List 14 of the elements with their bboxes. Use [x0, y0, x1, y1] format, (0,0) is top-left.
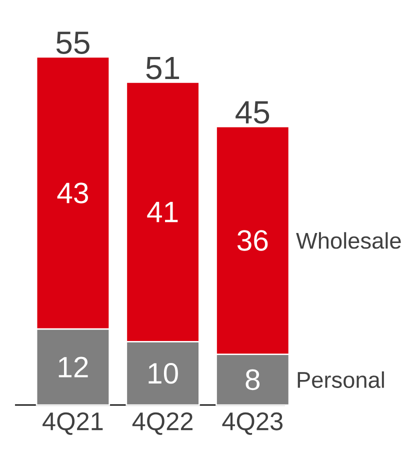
data-label: 8	[246, 369, 260, 390]
total-label: 51	[146, 57, 180, 80]
x-tick-label: 4Q22	[132, 412, 193, 435]
data-label: 43	[57, 182, 88, 204]
x-tick-label: 4Q21	[42, 412, 103, 435]
data-label: 36	[237, 230, 268, 251]
series-label: Personal	[298, 371, 384, 388]
x-tick-label: 4Q23	[222, 412, 283, 435]
data-label: 12	[58, 356, 88, 378]
total-label: 45	[236, 101, 270, 124]
series-label: Wholesale	[296, 232, 401, 249]
total-label: 55	[56, 32, 90, 54]
data-label: 41	[147, 202, 178, 222]
data-label: 10	[148, 362, 178, 384]
